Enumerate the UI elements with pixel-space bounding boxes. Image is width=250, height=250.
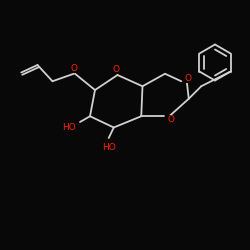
Text: HO: HO bbox=[62, 122, 76, 132]
Text: O: O bbox=[113, 65, 120, 74]
Text: O: O bbox=[185, 74, 192, 83]
Text: O: O bbox=[70, 64, 77, 73]
Text: O: O bbox=[167, 115, 174, 124]
Text: HO: HO bbox=[102, 144, 116, 152]
